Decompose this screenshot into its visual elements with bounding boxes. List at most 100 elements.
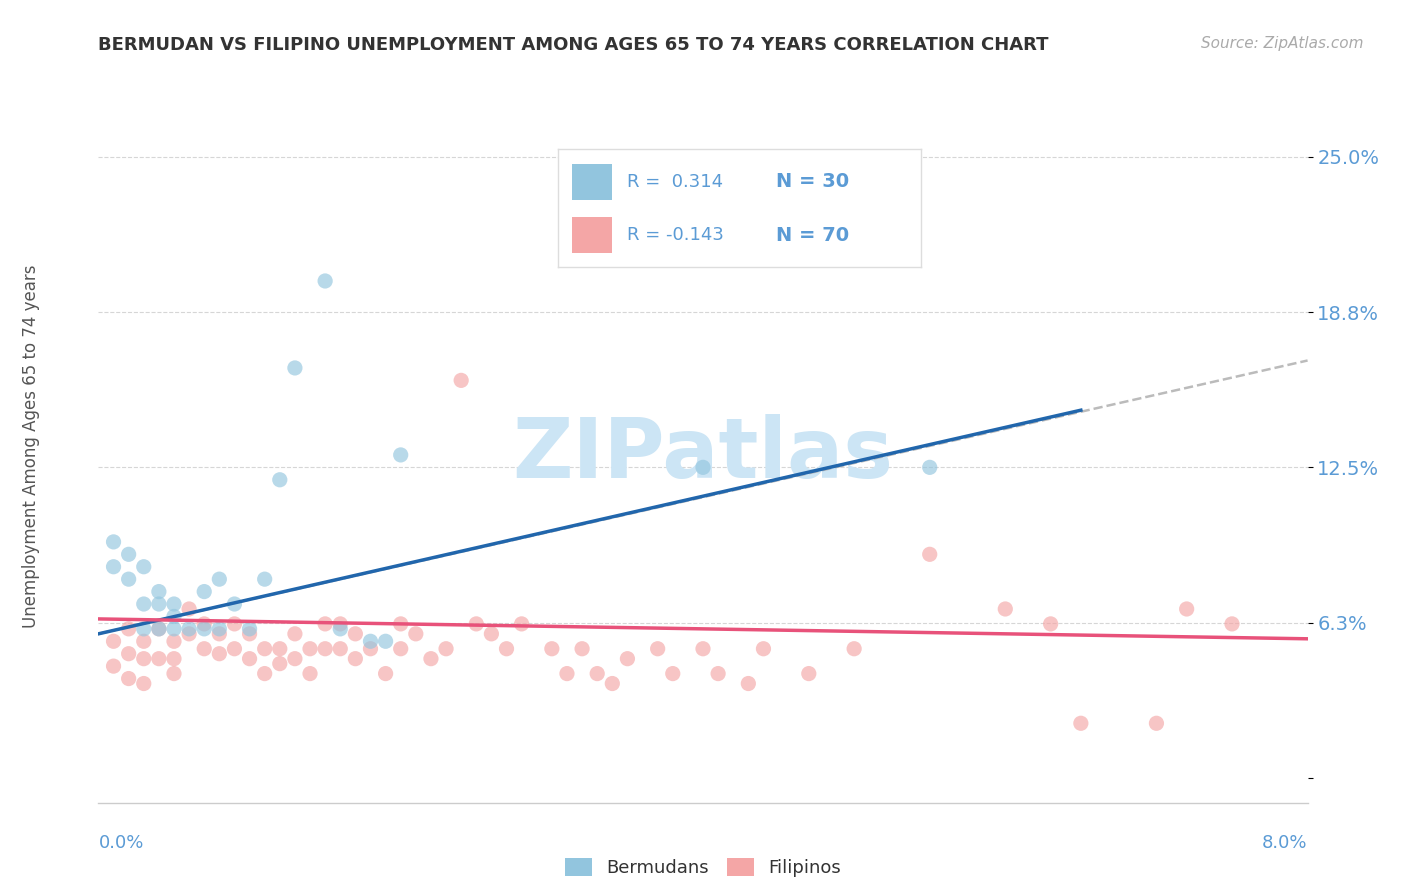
Point [314, 616, 336, 631]
Point [555, 666, 578, 681]
Point [329, 641, 352, 656]
Point [132, 622, 155, 636]
Point [359, 634, 381, 648]
Point [844, 641, 866, 656]
Point [132, 634, 155, 648]
Point [314, 274, 336, 288]
Text: 0.0%: 0.0% [98, 834, 143, 852]
Text: ZIPatlas: ZIPatlas [513, 415, 893, 495]
Point [1039, 616, 1062, 631]
Point [163, 634, 186, 648]
Point [179, 602, 201, 616]
Point [374, 666, 396, 681]
Point [419, 651, 441, 665]
Point [389, 616, 412, 631]
Point [661, 666, 683, 681]
Point [163, 651, 186, 665]
Point [118, 647, 141, 661]
Point [647, 641, 669, 656]
Point [269, 473, 291, 487]
Point [148, 651, 170, 665]
Point [284, 361, 307, 376]
Point [299, 666, 322, 681]
Point [299, 641, 322, 656]
Point [737, 676, 759, 690]
Point [239, 622, 262, 636]
Point [314, 641, 336, 656]
Point [707, 666, 730, 681]
Point [208, 627, 231, 641]
Point [752, 641, 775, 656]
Point [132, 559, 155, 574]
Point [103, 659, 125, 673]
Point [918, 547, 941, 561]
Point [344, 627, 367, 641]
Point [148, 597, 170, 611]
Point [132, 676, 155, 690]
Point [253, 666, 276, 681]
Point [1175, 602, 1198, 616]
Point [1220, 616, 1243, 631]
Point [118, 547, 141, 561]
Legend: Bermudans, Filipinos: Bermudans, Filipinos [558, 850, 848, 884]
Point [132, 651, 155, 665]
Point [193, 584, 215, 599]
Point [179, 627, 201, 641]
Point [374, 634, 396, 648]
Text: Source: ZipAtlas.com: Source: ZipAtlas.com [1201, 36, 1364, 51]
Point [118, 622, 141, 636]
Point [1070, 716, 1092, 731]
Point [284, 627, 307, 641]
Point [692, 641, 714, 656]
Point [994, 602, 1017, 616]
Point [918, 460, 941, 475]
Point [284, 651, 307, 665]
Point [389, 448, 412, 462]
Point [465, 616, 488, 631]
Point [344, 651, 367, 665]
Point [239, 651, 262, 665]
Point [253, 572, 276, 586]
Point [148, 622, 170, 636]
Point [193, 616, 215, 631]
Point [224, 641, 246, 656]
Point [224, 616, 246, 631]
Point [450, 373, 472, 387]
Point [479, 627, 503, 641]
Point [208, 647, 231, 661]
Point [224, 597, 246, 611]
Point [132, 597, 155, 611]
Point [434, 641, 457, 656]
Point [510, 616, 533, 631]
Point [163, 622, 186, 636]
Point [193, 622, 215, 636]
Point [540, 641, 562, 656]
Point [571, 641, 593, 656]
Point [118, 572, 141, 586]
Point [118, 672, 141, 686]
Point [602, 676, 624, 690]
Point [495, 641, 517, 656]
Point [208, 572, 231, 586]
Point [692, 460, 714, 475]
Text: Unemployment Among Ages 65 to 74 years: Unemployment Among Ages 65 to 74 years [22, 264, 39, 628]
Point [389, 641, 412, 656]
Point [359, 641, 381, 656]
Point [179, 622, 201, 636]
Point [269, 641, 291, 656]
Point [148, 622, 170, 636]
Point [103, 534, 125, 549]
Point [616, 651, 638, 665]
Point [103, 634, 125, 648]
Point [269, 657, 291, 671]
Point [148, 584, 170, 599]
Point [405, 627, 427, 641]
Text: 8.0%: 8.0% [1263, 834, 1308, 852]
Text: BERMUDAN VS FILIPINO UNEMPLOYMENT AMONG AGES 65 TO 74 YEARS CORRELATION CHART: BERMUDAN VS FILIPINO UNEMPLOYMENT AMONG … [98, 36, 1049, 54]
Point [208, 622, 231, 636]
Point [586, 666, 609, 681]
Point [103, 559, 125, 574]
Point [329, 622, 352, 636]
Point [163, 609, 186, 624]
Point [163, 666, 186, 681]
